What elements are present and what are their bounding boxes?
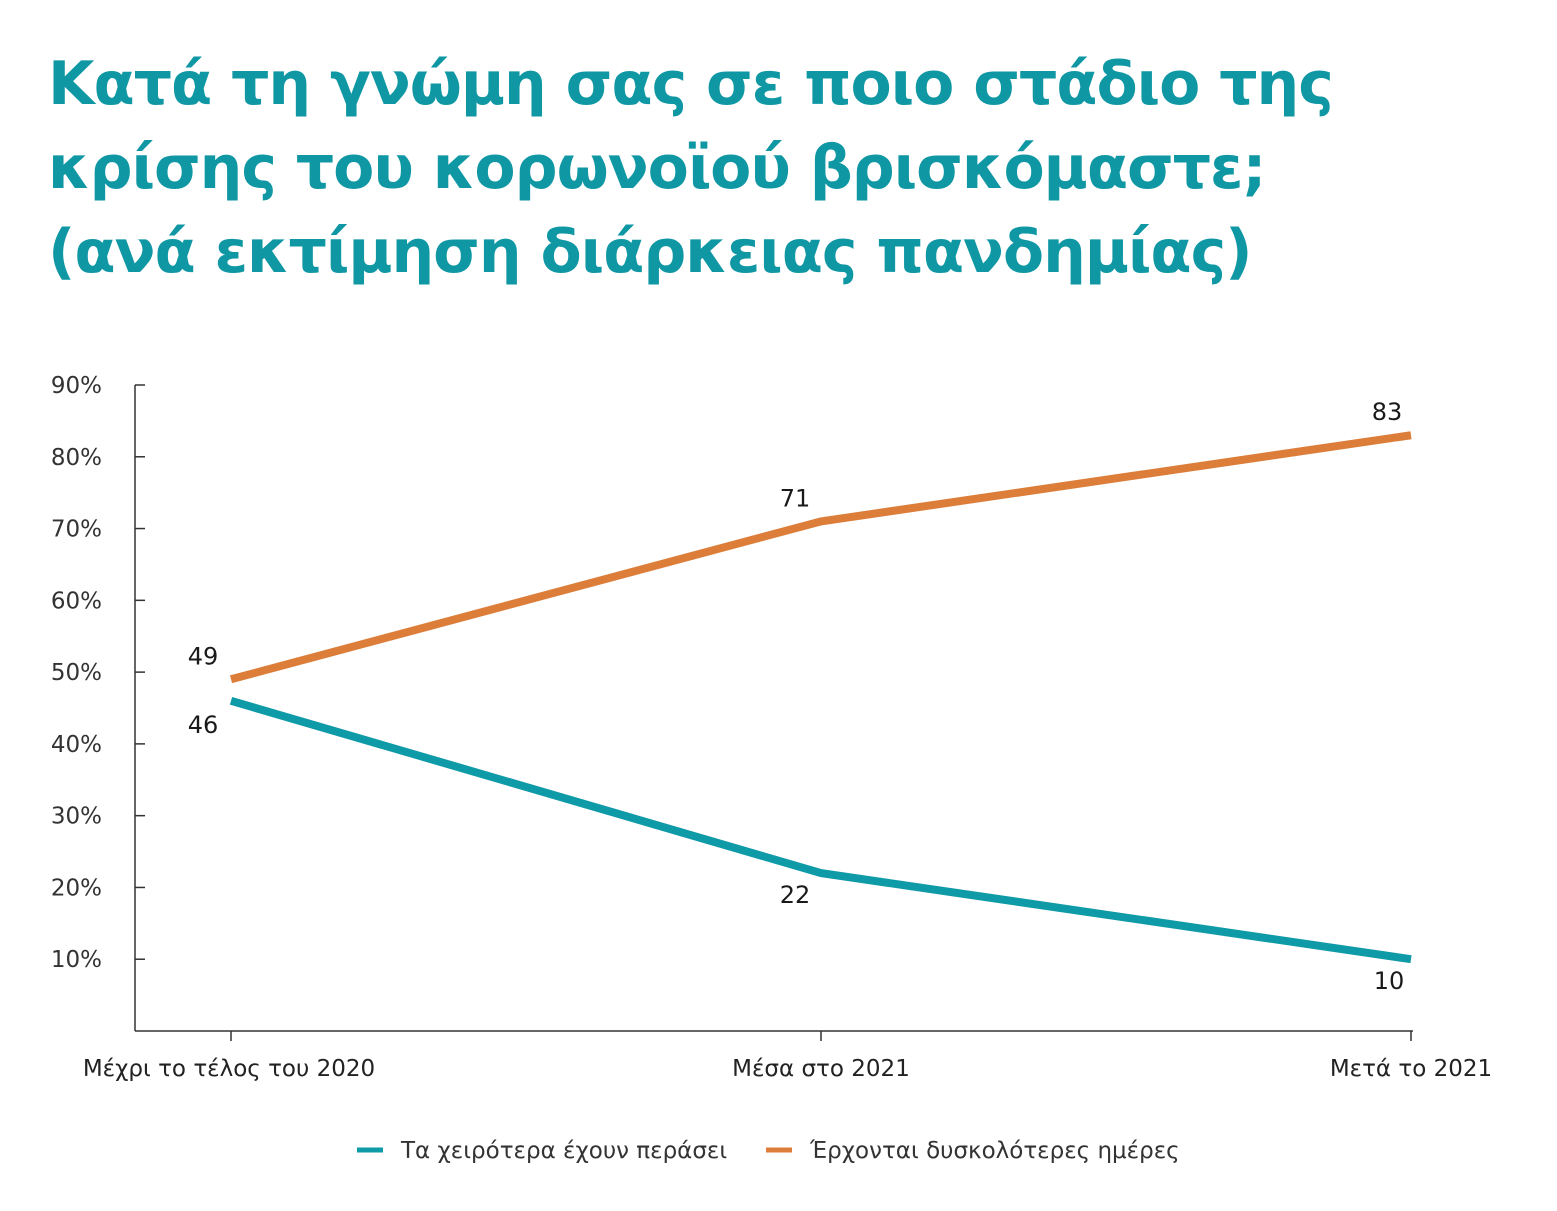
chart-title-line-1: Κατά τη γνώμη σας σε ποιο στάδιο της	[48, 49, 1334, 119]
chart-axes	[134, 385, 1413, 1032]
data-label: 49	[188, 642, 219, 670]
data-label: 22	[780, 881, 811, 909]
data-labels: 46 22 10 49 71 83	[188, 398, 1405, 995]
data-label: 83	[1372, 398, 1403, 426]
y-tick-label: 10%	[51, 947, 102, 973]
y-tick-label: 70%	[51, 517, 102, 543]
data-label: 71	[780, 484, 811, 512]
y-tick-label: 30%	[51, 804, 102, 830]
y-tick-label: 80%	[51, 445, 102, 471]
y-tick-label: 40%	[51, 732, 102, 758]
legend-label: Τα χειρότερα έχουν περάσει	[400, 1138, 727, 1164]
y-tick-label: 60%	[51, 588, 102, 614]
series-line-worst-passed	[229, 696, 1412, 964]
data-label: 10	[1374, 967, 1405, 995]
x-axis-ticks: Μέχρι το τέλος του 2020 Μέσα στο 2021 Μετά…	[83, 1031, 1492, 1082]
x-category-label: Μετά το 2021	[1330, 1056, 1492, 1082]
y-tick-label: 50%	[51, 660, 102, 686]
chart-title: Κατά τη γνώμη σας σε ποιο στάδιο της κρί…	[48, 42, 1508, 294]
y-axis-ticks: 10% 20% 30% 40% 50% 60% 70% 80% 90%	[51, 373, 145, 973]
series-line-harder-days	[229, 431, 1412, 684]
data-label: 46	[188, 711, 219, 739]
legend-label: Έρχονται δυσκολότερες ημέρες	[809, 1138, 1180, 1164]
chart-title-line-3: (ανά εκτίμηση διάρκειας πανδημίας)	[48, 217, 1253, 287]
series-lines	[229, 431, 1412, 964]
y-tick-label: 20%	[51, 875, 102, 901]
chart-title-line-2: κρίσης του κορωνοϊού βρισκόμαστε;	[48, 133, 1266, 203]
y-tick-label: 90%	[51, 373, 102, 399]
x-category-label: Μέσα στο 2021	[732, 1056, 910, 1082]
legend: Τα χειρότερα έχουν περάσει Έρχονται δυσκο…	[357, 1138, 1180, 1164]
x-category-label: Μέχρι το τέλος του 2020	[83, 1056, 375, 1082]
